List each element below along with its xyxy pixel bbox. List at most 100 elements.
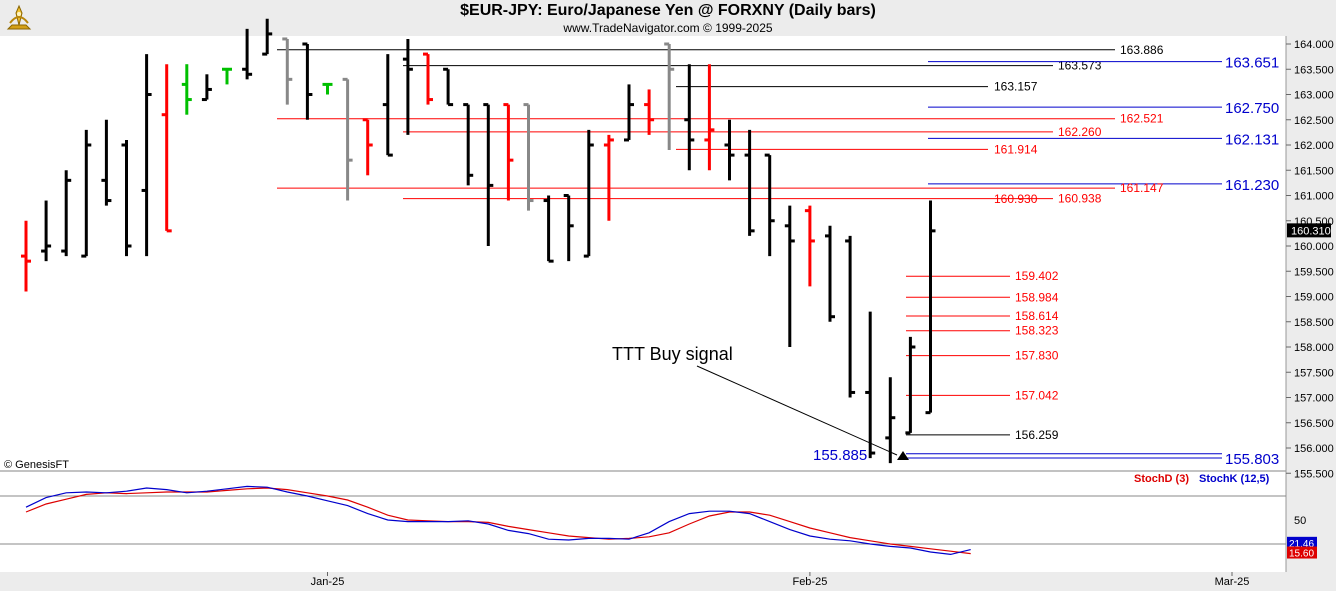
level-label: 158.614 xyxy=(1015,309,1059,323)
price-tick-label: 159.000 xyxy=(1294,292,1334,304)
price-bar xyxy=(362,118,373,176)
last-price-label: 160.310 xyxy=(1291,225,1331,237)
price-bar xyxy=(161,64,172,233)
level-label: 163.157 xyxy=(994,80,1038,94)
level-label: 160.930 xyxy=(994,192,1038,206)
price-bar xyxy=(503,103,514,201)
level-label: 162.131 xyxy=(1225,131,1279,148)
price-bar xyxy=(242,28,253,80)
level-label: 162.260 xyxy=(1058,125,1102,139)
price-tick-label: 163.000 xyxy=(1294,90,1334,102)
price-bar xyxy=(563,194,574,262)
level-label: 156.259 xyxy=(1015,428,1059,442)
price-bar xyxy=(784,205,795,347)
level-label: 158.323 xyxy=(1015,324,1059,338)
stoch-panel xyxy=(0,472,1286,572)
price-bar xyxy=(845,235,856,398)
level-label: 162.750 xyxy=(1225,100,1279,117)
price-bar xyxy=(583,129,594,258)
price-bar xyxy=(744,129,755,236)
price-bar xyxy=(905,336,916,435)
price-tick-label: 162.000 xyxy=(1294,140,1334,152)
stoch-d-value: 15.60 xyxy=(1289,549,1314,560)
price-bar xyxy=(865,311,876,459)
price-bar xyxy=(342,77,353,201)
copyright-text: © GenesisFT xyxy=(4,459,69,471)
time-tick-label: Jan-25 xyxy=(311,576,345,588)
stoch-d-value-tag xyxy=(1287,546,1317,559)
price-bar xyxy=(463,103,474,186)
level-label: 163.651 xyxy=(1225,55,1279,72)
time-tick-label: Feb-25 xyxy=(792,576,827,588)
stoch-k-value-tag xyxy=(1287,536,1317,549)
buy-signal-label: TTT Buy signal xyxy=(612,344,733,364)
last-price-tag xyxy=(1287,223,1331,238)
price-bar xyxy=(402,38,413,135)
price-bar xyxy=(925,200,936,415)
price-bar xyxy=(302,42,313,120)
price-bar xyxy=(523,103,534,211)
level-label: 163.573 xyxy=(1058,59,1102,73)
price-bar xyxy=(825,225,835,322)
level-label: 162.521 xyxy=(1120,112,1164,126)
price-axis: 164.000 163.500 163.000 162.500 162.000 161.5… xyxy=(1286,39,1334,480)
chart-subtitle: www.TradeNavigator.com © 1999-2025 xyxy=(563,21,773,35)
price-tick-label: 157.000 xyxy=(1294,393,1334,405)
chart-header: $EUR-JPY: Euro/Japanese Yen @ FORXNY (Da… xyxy=(0,0,1336,36)
genesis-logo-icon xyxy=(4,3,34,33)
level-label: 157.042 xyxy=(1015,388,1059,402)
bars-layer xyxy=(21,18,936,464)
price-bar xyxy=(684,64,695,171)
price-bar xyxy=(322,82,333,95)
level-label: 163.886 xyxy=(1120,43,1164,57)
price-bar xyxy=(644,89,655,135)
price-bar xyxy=(101,119,112,206)
level-label: 161.914 xyxy=(994,142,1038,156)
stoch-tick-label: 50 xyxy=(1294,515,1306,527)
price-bar xyxy=(41,200,52,262)
price-bar xyxy=(181,64,192,115)
buy-signal-pointer xyxy=(696,365,898,456)
price-bar xyxy=(282,37,293,105)
stoch-d-legend: StochD (3) xyxy=(1134,473,1189,485)
price-bar xyxy=(382,54,393,157)
buy-signal-arrow-icon xyxy=(897,451,909,460)
price-bar xyxy=(81,129,92,258)
stoch-k-legend: StochK (12,5) xyxy=(1199,473,1270,485)
price-tick-label: 158.500 xyxy=(1294,317,1334,329)
level-label: 161.230 xyxy=(1225,177,1279,194)
level-label: 158.984 xyxy=(1015,290,1059,304)
price-bar xyxy=(483,103,494,246)
time-axis: Jan-25 Feb-25 Mar-25 xyxy=(311,572,1250,588)
price-bar xyxy=(21,220,31,292)
stoch-k-value: 21.46 xyxy=(1289,539,1314,550)
price-bar xyxy=(603,134,614,221)
price-tick-label: 163.500 xyxy=(1294,64,1334,76)
time-tick-label: Mar-25 xyxy=(1215,576,1250,588)
price-bar xyxy=(423,52,433,105)
level-label: 157.830 xyxy=(1015,349,1059,363)
level-label: 160.938 xyxy=(1058,192,1102,206)
price-tick-label: 158.000 xyxy=(1294,342,1334,354)
level-label: 159.402 xyxy=(1015,269,1059,283)
price-bar xyxy=(704,64,715,171)
level-label: 161.147 xyxy=(1120,181,1164,195)
price-bar xyxy=(764,153,775,257)
price-tick-label: 162.500 xyxy=(1294,115,1334,127)
price-tick-label: 159.500 xyxy=(1294,266,1334,278)
price-tick-label: 157.500 xyxy=(1294,367,1334,379)
price-bar xyxy=(201,74,212,102)
price-bar xyxy=(141,54,152,257)
price-tick-label: 160.000 xyxy=(1294,241,1334,253)
price-bar xyxy=(61,170,72,257)
stoch-series-line xyxy=(25,485,971,556)
price-bar xyxy=(543,195,554,263)
price-bar xyxy=(262,18,273,56)
price-bar xyxy=(222,67,232,85)
price-bar xyxy=(664,42,675,151)
price-tick-label: 155.500 xyxy=(1294,468,1334,480)
price-bar xyxy=(804,205,815,287)
level-label: 155.885 xyxy=(813,447,867,464)
